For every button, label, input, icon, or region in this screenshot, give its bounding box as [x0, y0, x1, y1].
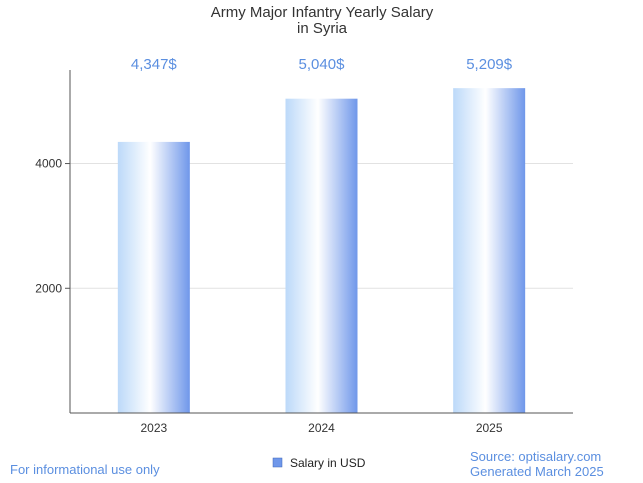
legend-swatch [272, 457, 283, 468]
data-label-2023: 4,347$ [131, 56, 178, 73]
legend[interactable]: Salary in USD [272, 456, 366, 470]
chart-title-line-2: in Syria [297, 20, 348, 37]
y-tick-label: 4000 [35, 157, 62, 171]
chart-title-line-1: Army Major Infantry Yearly Salary [211, 4, 434, 21]
y-tick-label: 2000 [35, 281, 62, 295]
bar-2025[interactable] [453, 88, 526, 413]
bar-2024[interactable] [285, 98, 358, 414]
legend-label: Salary in USD [290, 456, 366, 470]
data-label-2024: 5,040$ [299, 56, 346, 73]
data-label-2025: 5,209$ [466, 56, 513, 73]
bar-2023[interactable] [117, 141, 190, 413]
bars [117, 88, 526, 414]
x-tick-label-2023: 2023 [140, 421, 167, 435]
disclaimer-text: For informational use only [10, 462, 160, 477]
y-axis-ticks: 2000 4000 [35, 157, 70, 295]
x-tick-label-2025: 2025 [476, 421, 503, 435]
data-labels: 4,347$ 5,040$ 5,209$ [131, 56, 513, 73]
source-text: Source: optisalary.com [470, 449, 602, 464]
x-axis-ticks: 2023 2024 2025 [140, 421, 502, 435]
generated-text: Generated March 2025 [470, 464, 604, 479]
x-tick-label-2024: 2024 [308, 421, 335, 435]
